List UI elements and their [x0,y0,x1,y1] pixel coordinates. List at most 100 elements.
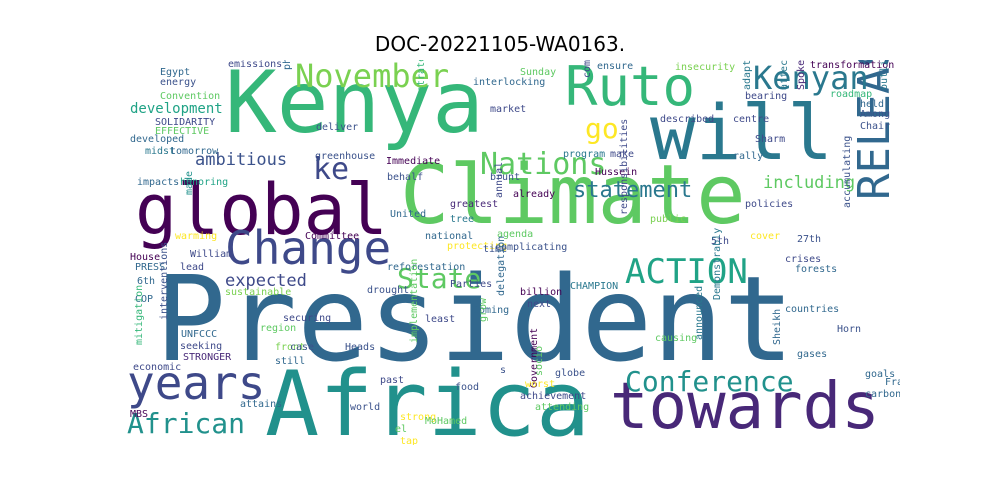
cloud-word: held [860,99,885,110]
cloud-word: CHAMPION [570,281,619,292]
cloud-word: market [490,104,527,115]
cloud-word: gases [797,349,828,360]
cloud-word: achievement [520,391,587,402]
cloud-word: 6th [137,276,156,287]
cloud-word: House [130,252,161,263]
cloud-word: el [395,424,408,435]
cloud-word: UNFCCC [181,329,218,340]
cloud-word: ke [313,152,350,187]
cloud-word: Convention [160,91,221,102]
cloud-word: strong [400,412,437,423]
cloud-word: warming [175,231,218,242]
cloud-word: tap [400,436,419,446]
cloud-word: impacts [137,177,180,188]
cloud-word: worst [525,379,556,390]
cloud-word: Africa [265,352,591,446]
cloud-word: Framework [885,377,900,388]
cloud-word: ensure [597,61,634,72]
cloud-word: will [650,88,834,177]
cloud-word: national [425,231,474,242]
cloud-word: Sunday [520,67,557,78]
cloud-word: phenomenon [282,60,293,70]
cloud-word: Sharm [755,134,786,145]
cloud-word: s [500,365,507,376]
cloud-word: accumulating [842,135,853,208]
cloud-word: made [184,170,195,195]
cloud-word: Committee [305,231,360,242]
cloud-word: Chair [860,121,891,132]
cloud-word: EFFECTIVE [155,126,210,137]
cloud-word: MBS [130,409,149,420]
cloud-word: Nations [480,147,607,182]
cloud-word: make [610,149,635,160]
cloud-word: Immediate [386,156,441,167]
cloud-word: developed [130,134,185,145]
cloud-word: public [650,214,687,225]
cloud-word: mitigation [134,284,145,345]
cloud-word: cover [750,231,781,242]
cloud-word: Heads [345,342,376,353]
cloud-word: PRESS [135,262,166,273]
cloud-word: roadmap [830,89,873,100]
cloud-word: towards [610,370,880,444]
cloud-word: time [483,244,508,255]
cloud-word: midst [145,146,176,157]
cloud-word: sustainable [225,287,292,298]
cloud-word: global [135,169,388,251]
cloud-word: securing [283,313,332,324]
cloud-word: honoring [180,177,229,188]
cloud-word: policies [745,199,794,210]
cloud-word: front [275,342,306,353]
cloud-word: Kenyan [753,60,869,97]
cloud-word: 5th [711,236,730,247]
cloud-word: complicating [495,242,568,253]
cloud-word: already [513,189,556,200]
cloud-word: reforestation [387,262,466,273]
cloud-word: outlining [879,60,890,90]
cloud-word: Ruto [565,60,696,118]
cloud-word: seeking [180,341,223,352]
cloud-word: still [275,356,306,367]
cloud-word: bearing [745,91,788,102]
cloud-word: Coming [473,305,510,316]
cloud-word: MoHamed [425,416,468,427]
cloud-word: agenda [497,229,534,240]
cloud-word: crises [785,254,822,265]
cloud-word: billion [520,287,563,298]
cloud-word: Demonstrably [712,227,723,300]
cloud-word: COP [135,294,154,305]
cloud-word: Kenya [225,60,484,153]
cloud-word: least [425,314,456,325]
cloud-word: brunt [490,172,521,183]
cloud-word: attending [535,402,590,413]
cloud-word: causing [655,333,698,344]
cloud-word: Horn [837,324,862,335]
cloud-word: statement [573,178,693,203]
cloud-word: transformation [810,60,895,71]
cloud-word: strategies [416,60,427,92]
cloud-word: region [260,323,297,334]
cloud-word: Among [860,109,891,120]
cloud-word: forests [795,264,838,275]
cloud-word: interventions [159,241,170,320]
cloud-word: protecting [447,241,508,252]
cloud-word: responsibilities [619,118,630,215]
cloud-word: countries [785,304,840,315]
cloud-word: Sheikh [772,308,783,345]
cloud-word: greatest [450,199,499,210]
cloud-word: Spokesperson [796,60,807,90]
cloud-word: go [585,112,619,145]
cloud-word: economic [133,362,182,373]
cloud-word: socio [534,345,545,376]
cloud-word: adaptation [742,60,753,90]
cloud-word: African [127,407,246,440]
cloud-word: Climate [400,148,746,243]
cloud-word: ACTION [625,252,748,292]
cloud-word: food [455,382,480,393]
cloud-word: insecurity [675,62,736,73]
cloud-word: development [130,101,223,117]
cloud-word: energy [160,77,197,88]
cloud-word: STRONGER [183,352,232,363]
cloud-word: November [295,60,450,95]
cloud-word: expected [225,271,307,291]
